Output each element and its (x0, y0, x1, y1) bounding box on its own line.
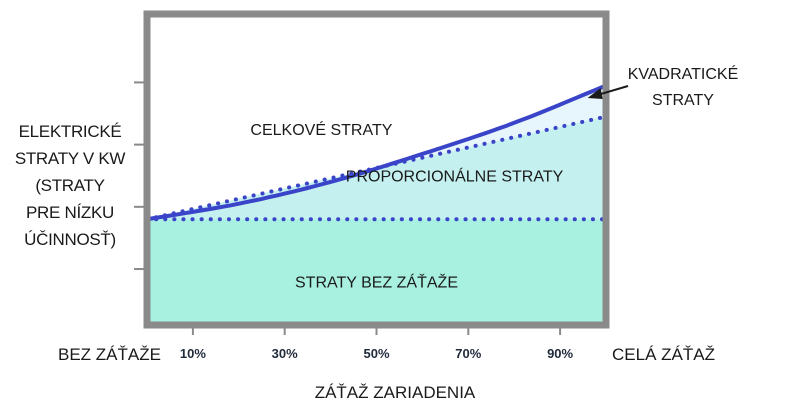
plot-border (143, 10, 610, 329)
x-start-label: BEZ ZÁŤAŽE (58, 345, 161, 364)
axis-ticks (134, 81, 562, 335)
y-axis-label-line: PRE NÍZKU (26, 203, 114, 222)
x-tick-label: 30% (272, 346, 298, 361)
y-axis-label-line: STRATY V KW (14, 149, 126, 168)
quadratic-loss-arrowhead (587, 87, 603, 99)
quadratic-loss-label: STRATY (652, 92, 714, 109)
series-lines (145, 83, 608, 222)
x-tick-label: 50% (363, 346, 389, 361)
proportional-loss-label: PROPORCIONÁLNE STRATY (346, 167, 564, 186)
plot-frame (143, 10, 610, 329)
y-axis-label-line: (STRATY (35, 176, 105, 195)
chart-texts: 10% 30% 50% 70% 90% BEZ ZÁŤAŽE CELÁ ZÁŤAŽ ZÁŤAŽ… (58, 64, 738, 402)
y-axis-label: ELEKTRICKÉ STRATY V KW (STRATY PRE NÍZKU… (6, 118, 134, 253)
quadratic-loss-arrow (597, 85, 629, 96)
no-load-loss-area (147, 219, 606, 325)
x-tick-label: 70% (455, 346, 481, 361)
x-tick-label: 10% (180, 346, 206, 361)
no-load-loss-label: STRATY BEZ ZÁŤAŽE (295, 272, 458, 291)
y-axis-label-line: ELEKTRICKÉ (18, 122, 122, 141)
x-end-label: CELÁ ZÁŤAŽ (612, 345, 715, 364)
total-loss-label: CELKOVÉ STRATY (250, 120, 392, 139)
x-tick-label: 90% (547, 346, 573, 361)
proportional-loss-area (147, 116, 606, 220)
total-loss-line (145, 83, 608, 222)
quadratic-loss-label: KVADRATICKÉ (628, 64, 739, 83)
area-fills (147, 14, 606, 325)
y-axis-label-line: ÚČINNOSŤ) (24, 230, 116, 249)
x-axis-label: ZÁŤAŽ ZARIADENIA (315, 383, 476, 402)
